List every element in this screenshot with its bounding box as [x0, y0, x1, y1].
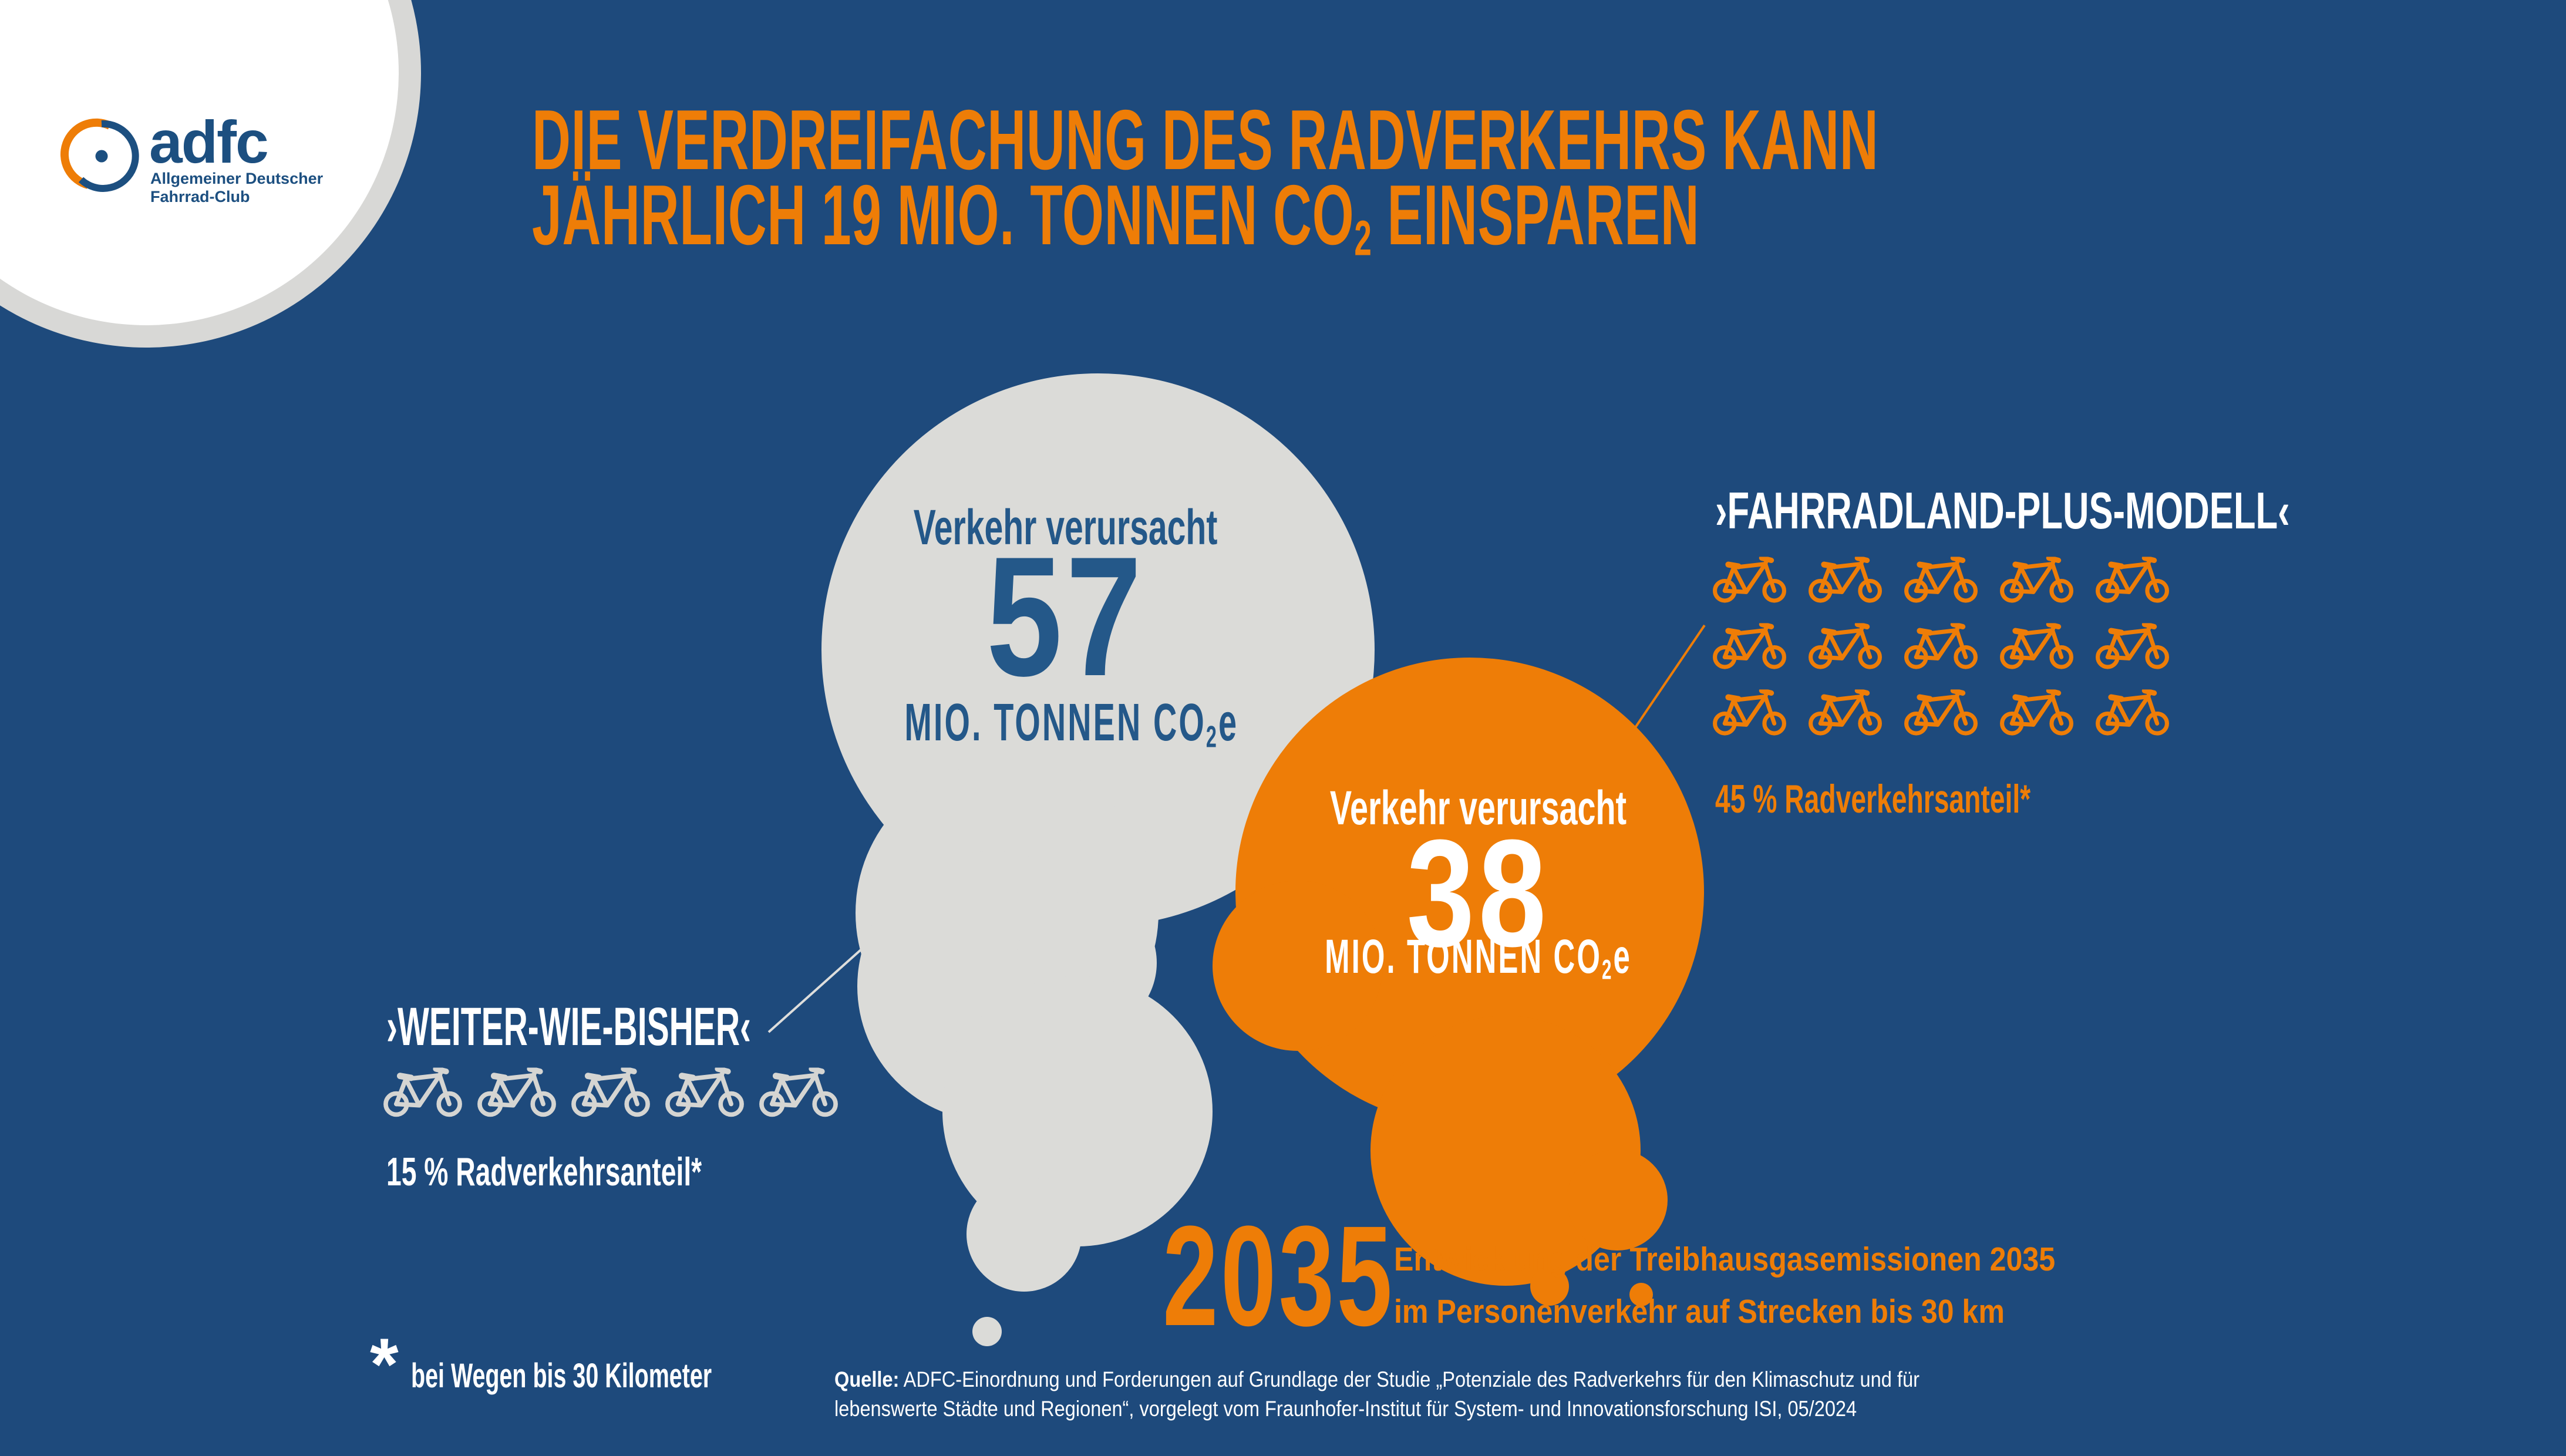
footnote-text: bei Wegen bis 30 Kilometer: [411, 1357, 712, 1395]
bicycle-icon: [1712, 689, 1787, 737]
page-title: DIE VERDREIFACHUNG DES RADVERKEHRS KANN …: [532, 92, 2566, 276]
bicycle-icon: [1904, 689, 1978, 737]
scenario-right-share: 45 % Radverkehrsanteil*: [1715, 777, 2031, 821]
thought-bubble-gray: [821, 373, 1375, 1346]
scenario-left-title: ›WEITER-WIE-BISHER‹: [386, 997, 752, 1057]
gray-cloud-value: 57: [986, 521, 1146, 712]
logo-corner-disc: [0, 0, 421, 348]
bicycle-icon: [2095, 689, 2170, 737]
bicycle-icon: [383, 1067, 463, 1119]
source-note: Quelle: ADFC-Einordnung und Forderungen …: [834, 1365, 2067, 1424]
bicycle-icon: [2095, 557, 2170, 605]
year-label: 2035: [1163, 1197, 1395, 1356]
gray-cloud-unit: MIO. TONNEN CO2e: [904, 693, 1239, 754]
thought-bubble-orange: [1213, 658, 1704, 1306]
adfc-subline-2: Fahrrad-Club: [150, 188, 250, 205]
adfc-wheel-icon: [60, 118, 139, 192]
bicycle-icon: [1999, 689, 2074, 737]
scenario-left-share: 15 % Radverkehrsanteil*: [386, 1150, 702, 1194]
bicycle-icon: [1712, 623, 1787, 671]
orange-cloud-label: Verkehr verursacht: [1330, 781, 1627, 835]
bicycle-icon: [1999, 623, 2074, 671]
bicycle-icon: [1808, 689, 1883, 737]
gray-cloud-label: Verkehr verursacht: [914, 500, 1218, 555]
bicycle-icon: [477, 1067, 557, 1119]
bicycle-icon: [1808, 557, 1883, 605]
bicycle-icon: [1904, 557, 1978, 605]
bike-grid-right: [1712, 557, 2176, 737]
connector-line-gray: [767, 943, 868, 1033]
footnote-asterisk: *: [370, 1324, 399, 1406]
source-line-1: ADFC-Einordnung und Forderungen auf Grun…: [903, 1367, 1920, 1391]
bicycle-icon: [1712, 557, 1787, 605]
adfc-subline: Allgemeiner Deutscher Fahrrad-Club: [150, 170, 323, 206]
bicycle-icon: [1808, 623, 1883, 671]
caption-line-2: im Personenverkehr auf Strecken bis 30 k…: [1394, 1293, 2005, 1330]
adfc-subline-1: Allgemeiner Deutscher: [150, 170, 324, 187]
co2-subscript: 2: [1354, 210, 1372, 266]
title-line-2: JÄHRLICH 19 MIO. TONNEN CO2 EINSPAREN: [532, 167, 1700, 266]
bicycle-icon: [665, 1067, 745, 1119]
bicycle-icon: [1999, 557, 2074, 605]
source-label: Quelle:: [834, 1367, 900, 1391]
source-line-2: lebenswerte Städte und Regionen“, vorgel…: [834, 1397, 1857, 1421]
bicycle-icon: [759, 1067, 839, 1119]
orange-cloud-unit: MIO. TONNEN CO2e: [1325, 930, 1632, 986]
adfc-wordmark: adfc: [149, 109, 269, 176]
caption-line-1: Entwicklung der Treibhausgasemissionen 2…: [1394, 1241, 2056, 1278]
scenario-right-title: ›FAHRRADLAND-PLUS-MODELL‹: [1715, 481, 2290, 540]
orange-cloud-value: 38: [1406, 808, 1551, 979]
connector-line-orange: [1634, 624, 1706, 729]
bike-grid-left: [383, 1067, 858, 1119]
bicycle-icon: [2095, 623, 2170, 671]
bicycle-icon: [1904, 623, 1978, 671]
title-line-1: DIE VERDREIFACHUNG DES RADVERKEHRS KANN: [532, 92, 1879, 187]
bicycle-icon: [571, 1067, 651, 1119]
